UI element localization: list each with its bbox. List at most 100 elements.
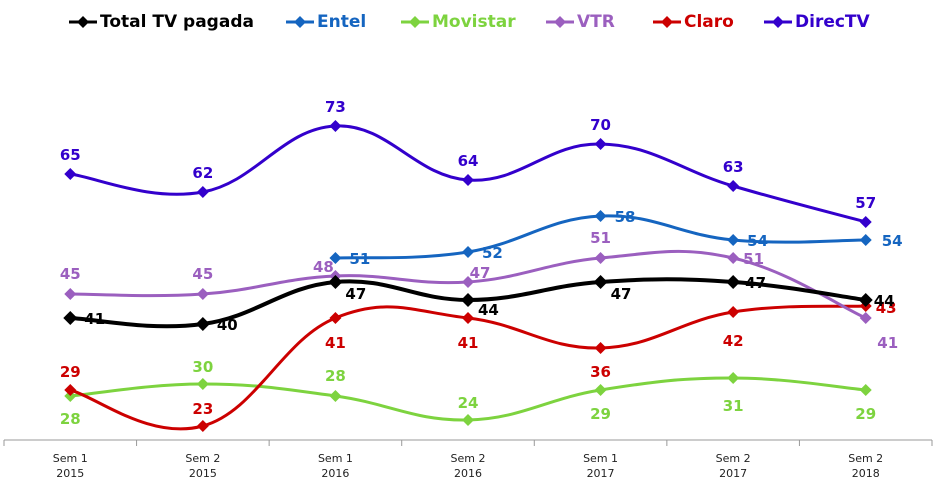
legend-marker-icon <box>401 16 429 28</box>
legend-label: DirecTV <box>795 12 870 32</box>
legend-label: Entel <box>317 12 367 32</box>
data-point-claro <box>64 384 77 396</box>
data-point-total <box>328 275 343 289</box>
data-point-entel <box>859 234 872 246</box>
data-label-entel: 52 <box>482 244 503 262</box>
data-point-entel <box>594 210 607 222</box>
data-point-claro <box>329 312 342 324</box>
data-label-total: 47 <box>745 274 766 292</box>
data-point-vtr <box>727 252 740 264</box>
chart-legend: Total TV pagada Entel Movistar VTR Claro Dire… <box>0 12 936 42</box>
data-point-directv <box>594 138 607 150</box>
data-label-claro: 29 <box>60 363 81 381</box>
legend-marker-icon <box>764 16 792 28</box>
x-tick-label: Sem 1 2015 <box>53 452 88 480</box>
data-point-total <box>63 311 78 325</box>
data-label-claro: 23 <box>192 400 213 418</box>
legend-label: VTR <box>577 12 615 32</box>
legend-label: Movistar <box>432 12 516 32</box>
legend-item-movistar: Movistar <box>400 12 516 32</box>
data-label-movistar: 29 <box>855 405 876 423</box>
data-label-vtr: 48 <box>313 258 334 276</box>
x-tick-label: Sem 2 2018 <box>848 452 883 480</box>
data-label-movistar: 28 <box>325 367 346 385</box>
legend-marker-icon <box>546 16 574 28</box>
data-label-directv: 65 <box>60 146 81 164</box>
data-point-vtr <box>594 252 607 264</box>
data-point-movistar <box>196 378 209 390</box>
x-tick-label: Sem 2 2015 <box>185 452 220 480</box>
legend-item-total: Total TV pagada <box>68 12 254 32</box>
data-point-vtr <box>64 288 77 300</box>
data-point-total <box>195 317 210 331</box>
data-label-vtr: 45 <box>192 265 213 283</box>
data-point-entel <box>329 252 342 264</box>
data-label-movistar: 31 <box>723 397 744 415</box>
x-tick-label: Sem 1 2016 <box>318 452 353 480</box>
data-label-directv: 57 <box>855 194 876 212</box>
data-point-directv <box>64 168 77 180</box>
legend-item-directv: DirecTV <box>763 12 870 32</box>
data-label-vtr: 41 <box>877 334 898 352</box>
data-point-movistar <box>594 384 607 396</box>
data-point-claro <box>196 420 209 432</box>
series-claro: 29 23 41 41 36 42 43 <box>60 299 897 432</box>
data-point-vtr <box>462 276 474 288</box>
data-label-movistar: 28 <box>60 410 81 428</box>
data-label-claro: 42 <box>723 332 744 350</box>
data-label-directv: 70 <box>590 116 611 134</box>
data-point-vtr <box>859 312 872 324</box>
series-movistar: 28 30 28 24 29 31 29 <box>60 358 876 428</box>
legend-item-entel: Entel <box>285 12 366 32</box>
data-point-claro <box>462 312 474 324</box>
data-point-vtr <box>196 288 209 300</box>
series-line-directv <box>70 124 867 224</box>
data-label-total: 41 <box>84 310 105 328</box>
data-label-claro: 43 <box>876 299 897 317</box>
data-point-directv <box>859 216 872 228</box>
data-label-entel: 54 <box>747 232 768 250</box>
data-label-total: 44 <box>874 292 895 310</box>
x-tick-label: Sem 2 2016 <box>451 452 486 480</box>
data-label-directv: 64 <box>458 152 479 170</box>
data-point-directv <box>462 174 474 186</box>
data-label-movistar: 30 <box>192 358 213 376</box>
series-total: 41 40 47 44 47 47 44 <box>63 274 895 334</box>
data-label-entel: 58 <box>615 208 636 226</box>
data-point-total <box>461 293 475 307</box>
data-label-directv: 63 <box>723 158 744 176</box>
data-point-total <box>593 275 608 289</box>
data-label-total: 44 <box>478 301 499 319</box>
data-label-vtr: 51 <box>743 250 764 268</box>
data-label-claro: 41 <box>458 334 479 352</box>
series-vtr: 45 45 48 47 51 51 41 <box>60 229 898 352</box>
data-label-entel: 51 <box>349 250 370 268</box>
data-point-total <box>858 293 873 307</box>
data-point-claro <box>594 342 607 354</box>
data-label-claro: 36 <box>590 363 611 381</box>
legend-marker-icon <box>69 16 97 28</box>
legend-label: Claro <box>684 12 734 32</box>
data-label-claro: 41 <box>325 334 346 352</box>
data-point-entel <box>727 234 740 246</box>
data-label-directv: 73 <box>325 98 346 116</box>
data-label-entel: 54 <box>882 232 903 250</box>
series-directv: 65 62 73 64 70 63 57 <box>60 98 876 228</box>
data-point-entel <box>462 246 474 258</box>
data-point-total <box>726 275 741 289</box>
data-label-vtr: 47 <box>470 264 491 282</box>
series-entel: 51 52 58 54 54 <box>329 208 903 268</box>
x-tick-label: Sem 2 2017 <box>716 452 751 480</box>
legend-marker-icon <box>286 16 314 28</box>
legend-item-claro: Claro <box>652 12 734 32</box>
data-point-directv <box>727 180 740 192</box>
data-label-vtr: 51 <box>590 229 611 247</box>
data-label-total: 40 <box>217 316 238 334</box>
data-point-movistar <box>462 414 474 426</box>
data-point-movistar <box>329 390 342 402</box>
data-point-movistar <box>727 372 740 384</box>
data-label-movistar: 24 <box>458 394 479 412</box>
data-point-directv <box>329 120 342 132</box>
legend-label: Total TV pagada <box>100 12 254 32</box>
